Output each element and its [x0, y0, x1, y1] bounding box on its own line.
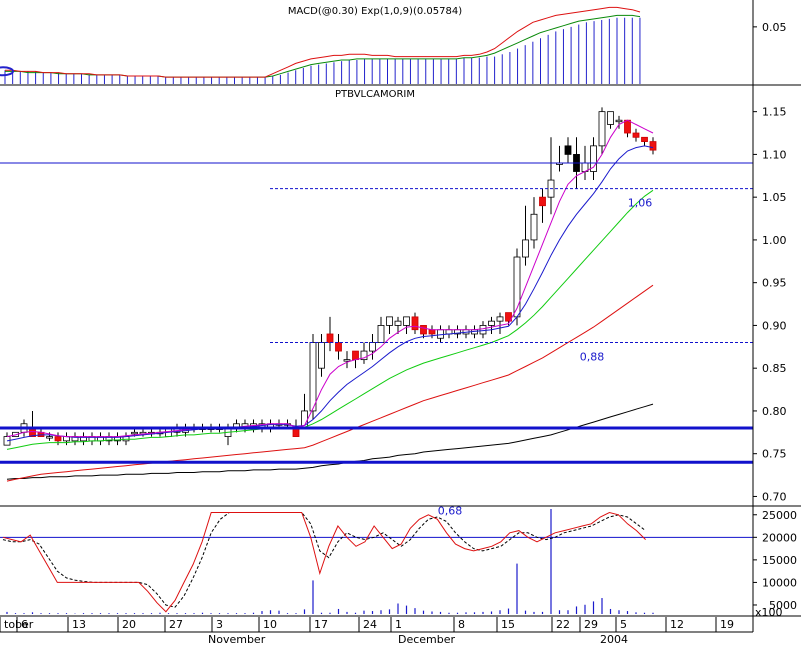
month-label: November: [208, 633, 266, 646]
price-tick-label: 1.00: [762, 234, 787, 247]
stochastic-tick-label: 10000: [762, 576, 797, 589]
date-tick-label: 5: [620, 618, 627, 631]
candle-body: [530, 213, 538, 241]
stochastic-red-line: [2, 511, 646, 613]
date-tick-label: 8: [458, 618, 465, 631]
date-tick-label: 10: [263, 618, 277, 631]
candle-body: [369, 342, 376, 352]
candle-body: [403, 316, 410, 326]
candle-body: [377, 325, 385, 343]
candle-body: [496, 316, 504, 322]
candle-body: [54, 436, 62, 442]
candle-body: [437, 329, 444, 339]
level-annotation: 1,06: [628, 196, 653, 209]
candle-body: [326, 333, 334, 343]
macd-panel: 0.05: [0, 6, 787, 84]
candle-body: [131, 431, 138, 435]
month-label: December: [398, 633, 456, 646]
price-tick-label: 0.70: [762, 490, 787, 503]
price-tick-label: 0.95: [762, 277, 787, 290]
ma-red-line: [6, 284, 654, 482]
candle-body: [615, 119, 623, 123]
candle-body: [411, 316, 419, 331]
candle-body: [624, 119, 631, 134]
candle-body: [641, 136, 648, 142]
candle-body: [539, 196, 546, 207]
date-tick-label: 22: [556, 618, 570, 631]
price-tick-label: 1.15: [762, 106, 787, 119]
ma-black-line: [6, 403, 654, 480]
date-tick-label: 15: [501, 618, 515, 631]
price-tick-label: 1.05: [762, 191, 787, 204]
stochastic-tick-label: 5000: [769, 599, 797, 612]
candle-body: [564, 145, 572, 155]
candle-body: [607, 111, 614, 125]
date-tick-label: 20: [122, 618, 136, 631]
date-tick-label: 19: [720, 618, 734, 631]
candle-body: [649, 141, 657, 151]
ma-magenta-line: [6, 119, 654, 438]
price-tick-label: 0.80: [762, 405, 787, 418]
candle-body: [318, 342, 325, 369]
panel-frames: [0, 0, 801, 633]
date-tick-label: 6: [21, 618, 28, 631]
volume-unit-label: x100: [755, 606, 783, 619]
date-tick-label: tober: [4, 618, 34, 631]
candle-body: [420, 325, 427, 335]
level-annotation: 0,88: [580, 350, 605, 363]
macd-signal-red-line: [5, 6, 641, 78]
ma-green-line: [6, 189, 654, 450]
candle-body: [428, 329, 436, 335]
date-tick-label: 3: [216, 618, 223, 631]
month-label: 2004: [600, 633, 628, 646]
candle-body: [598, 111, 606, 147]
candle-body: [352, 350, 359, 361]
level-annotation: 0,68: [438, 504, 463, 517]
date-tick-label: 24: [363, 618, 377, 631]
candle-body: [505, 312, 512, 322]
date-tick-label: 13: [72, 618, 86, 631]
candle-body: [590, 145, 597, 172]
candle-body: [479, 325, 487, 335]
price-panel: 1,06 0,88 0,68 0.70 0.75 0.80 0.85 0.90 0.95 1.00…: [0, 106, 787, 517]
stochastic-tick-label: 20000: [762, 531, 797, 544]
price-tick-label: 0.75: [762, 448, 787, 461]
date-tick-label: 12: [670, 618, 684, 631]
macd-start-marker: [0, 66, 14, 77]
candle-body: [343, 359, 351, 362]
stochastic-panel: 5000 10000 15000 20000 25000 x100: [0, 509, 797, 619]
price-tick-label: 0.85: [762, 362, 787, 375]
price-title: PTBVLCAMORIM: [335, 89, 415, 100]
date-tick-label: 17: [314, 618, 328, 631]
candle-body: [309, 342, 317, 412]
candle-body: [394, 320, 402, 326]
price-tick-label: 0.90: [762, 319, 787, 332]
candle-body: [632, 132, 640, 138]
stochastic-tick-label: 15000: [762, 554, 797, 567]
date-tick-label: 1: [395, 618, 402, 631]
candle-body: [488, 320, 495, 326]
date-tick-label: 27: [169, 618, 183, 631]
candle-body: [522, 239, 529, 258]
date-tick-label: 29: [584, 618, 598, 631]
candle-body: [335, 342, 342, 352]
macd-header: MACD(@0.30) Exp(1,0,9)(0.05784): [288, 6, 462, 17]
ma-blue-line: [6, 145, 654, 442]
stochastic-tick-label: 25000: [762, 509, 797, 522]
candle-body: [386, 316, 393, 326]
price-tick-label: 1.10: [762, 148, 787, 161]
candle-body: [46, 436, 53, 439]
macd-tick-label: 0.05: [762, 21, 787, 34]
candle-body: [360, 350, 368, 361]
